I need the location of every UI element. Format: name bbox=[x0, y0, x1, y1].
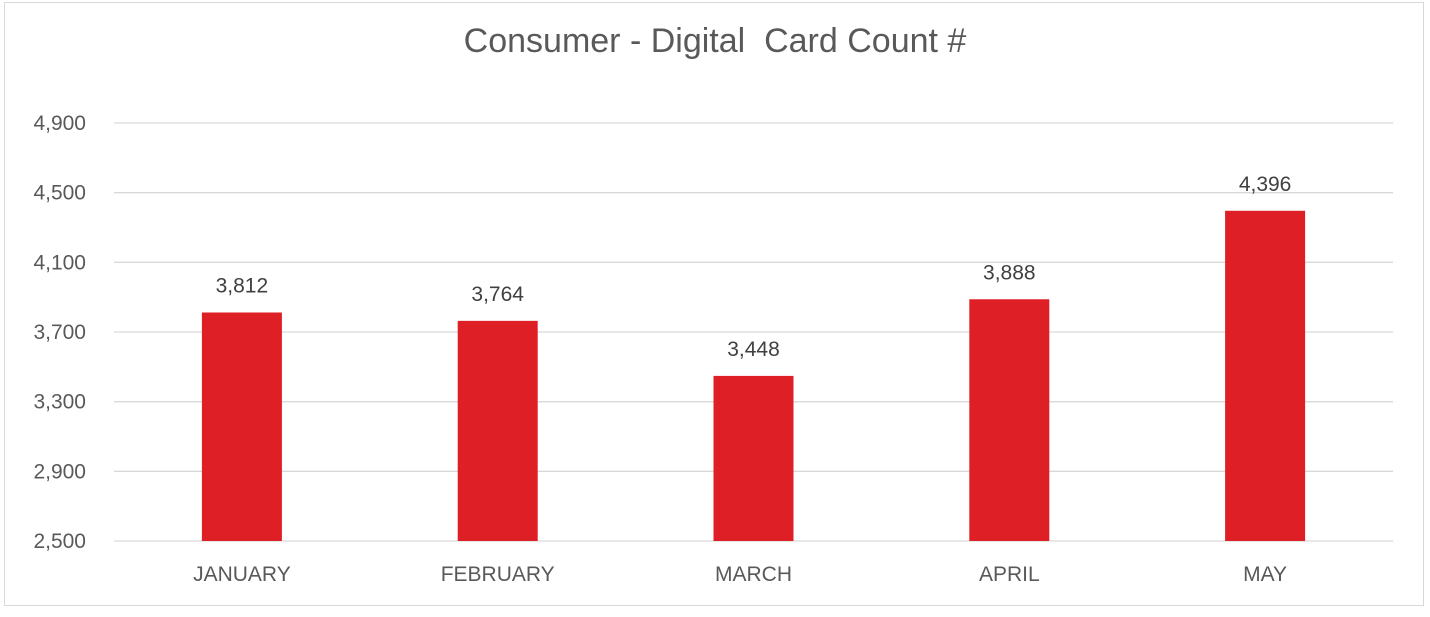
data-label: 3,888 bbox=[983, 261, 1036, 284]
y-tick-label: 3,300 bbox=[33, 391, 86, 414]
bar bbox=[713, 375, 794, 541]
y-tick-label: 3,700 bbox=[33, 321, 86, 344]
y-tick-label: 4,100 bbox=[33, 251, 86, 274]
data-labels: 3,812 3,764 3,448 3,888 4,396 bbox=[216, 173, 1292, 361]
x-tick-label: APRIL bbox=[979, 563, 1040, 586]
x-tick-label: FEBRUARY bbox=[441, 563, 555, 586]
data-label: 3,448 bbox=[727, 338, 780, 361]
x-tick-label: MAY bbox=[1243, 563, 1287, 586]
bar bbox=[969, 299, 1050, 541]
data-label: 4,396 bbox=[1239, 173, 1292, 196]
bar bbox=[1225, 210, 1306, 541]
gridlines bbox=[114, 122, 1393, 542]
y-tick-label: 2,500 bbox=[33, 530, 86, 553]
chart-title: Consumer - Digital Card Count # bbox=[463, 22, 967, 60]
x-axis-tick-labels: JANUARY FEBRUARY MARCH APRIL MAY bbox=[193, 563, 1287, 586]
bars bbox=[201, 210, 1306, 541]
data-label: 3,764 bbox=[471, 283, 524, 306]
bar bbox=[457, 320, 538, 541]
x-tick-label: MARCH bbox=[715, 563, 792, 586]
y-axis-tick-labels: 2,500 2,900 3,300 3,700 4,100 4,500 4,900 bbox=[33, 112, 86, 553]
y-tick-label: 4,500 bbox=[33, 182, 86, 205]
bar bbox=[201, 312, 282, 541]
y-tick-label: 2,900 bbox=[33, 460, 86, 483]
y-tick-label: 4,900 bbox=[33, 112, 86, 135]
data-label: 3,812 bbox=[216, 274, 269, 297]
x-tick-label: JANUARY bbox=[193, 563, 291, 586]
